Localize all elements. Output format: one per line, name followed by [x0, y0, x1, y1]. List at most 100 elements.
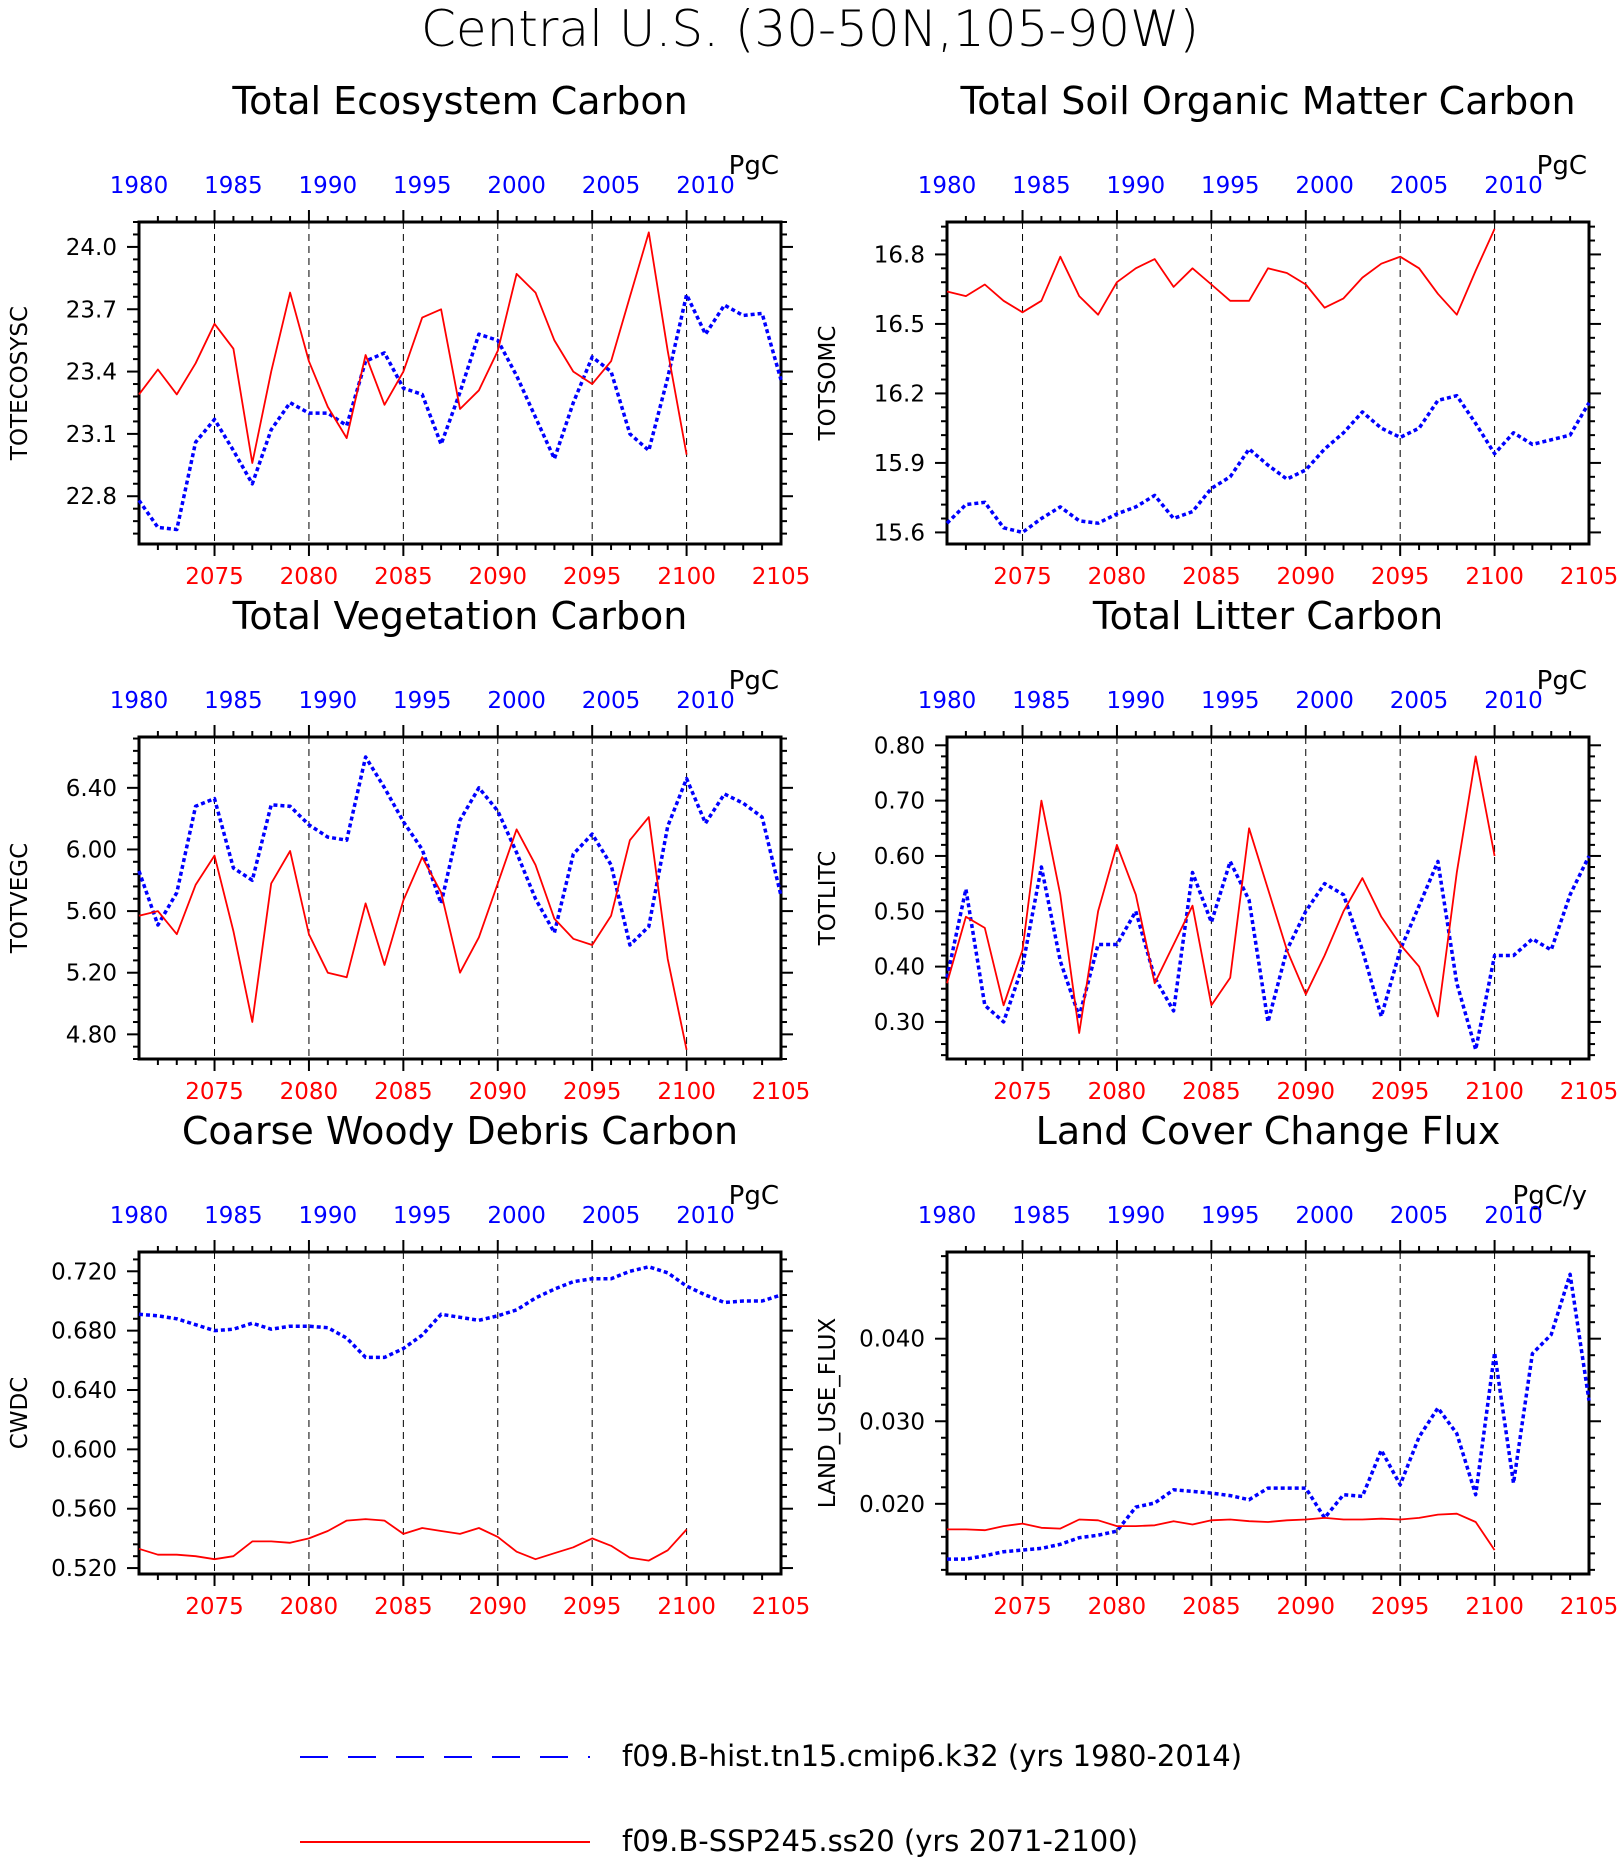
y-tick-label: 0.020: [859, 1492, 925, 1518]
chart-panels: Total Ecosystem Carbon PgC TOTECOSYSC 2075 2…: [7, 79, 1618, 1620]
plot-frame: [137, 220, 783, 546]
x-tick-label-bottom: 2100: [657, 1594, 716, 1620]
x-tick-label-bottom: 2105: [752, 1594, 811, 1620]
panel-title: Total Vegetation Carbon: [232, 594, 688, 638]
y-tick-label: 16.8: [874, 242, 925, 268]
x-tick-label-top: 1995: [393, 688, 452, 714]
x-tick-label-bottom: 2080: [280, 1079, 339, 1105]
y-tick-label: 0.520: [51, 1556, 117, 1582]
x-tick-label-bottom: 2090: [1276, 1594, 1335, 1620]
x-tick-label-top: 2000: [1295, 173, 1354, 199]
plot-frame: [137, 1250, 783, 1576]
series-line-hist: [947, 1272, 1591, 1561]
x-tick-label-bottom: 2095: [1371, 564, 1430, 590]
chart-panel-5: Coarse Woody Debris Carbon PgC CWDC 2075 208…: [7, 1109, 810, 1620]
x-tick-label-top: 1985: [204, 173, 263, 199]
x-tick-label-top: 1980: [918, 1203, 977, 1229]
x-tick-label-bottom: 2100: [657, 564, 716, 590]
x-tick-label-bottom: 2090: [468, 1594, 527, 1620]
x-tick-label-bottom: 2105: [1560, 1079, 1619, 1105]
x-tick-label-bottom: 2105: [752, 1079, 811, 1105]
x-tick-label-bottom: 2080: [1088, 1079, 1147, 1105]
x-tick-label-top: 1985: [1012, 688, 1071, 714]
y-tick-label: 0.720: [51, 1259, 117, 1285]
y-axis-label: TOTSOMC: [815, 326, 841, 442]
x-tick-label-bottom: 2090: [468, 1079, 527, 1105]
x-tick-label-top: 1985: [204, 1203, 263, 1229]
x-tick-label-top: 2010: [1484, 1203, 1543, 1229]
x-tick-label-top: 1995: [393, 1203, 452, 1229]
x-tick-label-top: 2000: [487, 173, 546, 199]
chart-panel-6: Land Cover Change Flux PgC/y LAND_USE_FLUX…: [815, 1109, 1618, 1620]
series-line-hist: [137, 292, 783, 532]
x-tick-label-bottom: 2075: [993, 1079, 1052, 1105]
x-tick-label-top: 2010: [676, 173, 735, 199]
figure-title: Central U.S. (30-50N,105-90W): [421, 0, 1199, 58]
plot-frame: [945, 1250, 1591, 1576]
y-tick-label: 0.640: [51, 1378, 117, 1404]
x-tick-label-bottom: 2090: [1276, 1079, 1335, 1105]
x-tick-label-top: 2010: [676, 688, 735, 714]
x-tick-label-bottom: 2075: [993, 564, 1052, 590]
x-tick-label-top: 1990: [1107, 1203, 1166, 1229]
plot-frame: [945, 735, 1591, 1061]
y-tick-label: 22.8: [66, 484, 117, 510]
series-line-ssp: [946, 755, 1496, 1034]
x-tick-label-top: 1985: [204, 688, 263, 714]
series-line-hist: [138, 1265, 782, 1360]
y-tick-label: 23.7: [66, 297, 117, 323]
x-tick-label-bottom: 2105: [1560, 564, 1619, 590]
units-label: PgC/y: [1513, 1181, 1587, 1211]
x-tick-label-bottom: 2080: [280, 1594, 339, 1620]
x-tick-label-bottom: 2095: [1371, 1079, 1430, 1105]
series-line-ssp: [138, 816, 688, 1050]
y-tick-label: 6.40: [66, 776, 117, 802]
chart-panel-3: Total Vegetation Carbon PgC TOTVEGC 2075 208…: [7, 594, 810, 1105]
panel-title: Land Cover Change Flux: [1036, 1109, 1501, 1153]
x-tick-label-top: 2005: [1390, 1203, 1449, 1229]
y-tick-label: 24.0: [66, 235, 117, 261]
x-tick-label-top: 2010: [676, 1203, 735, 1229]
x-tick-label-top: 2005: [582, 173, 641, 199]
x-tick-label-top: 1990: [299, 1203, 358, 1229]
x-tick-label-top: 2005: [582, 688, 641, 714]
x-tick-label-bottom: 2075: [185, 564, 244, 590]
chart-panel-4: Total Litter Carbon PgC TOTLITC 2075 2080 208…: [815, 594, 1618, 1105]
x-tick-label-top: 1990: [299, 173, 358, 199]
panel-title: Total Soil Organic Matter Carbon: [959, 79, 1575, 123]
y-tick-label: 6.00: [66, 837, 117, 863]
units-label: PgC: [729, 1181, 779, 1211]
plot-frame: [945, 220, 1591, 546]
legend: f09.B-hist.tn15.cmip6.k32 (yrs 1980-2014…: [300, 1739, 1242, 1858]
x-tick-label-bottom: 2075: [185, 1079, 244, 1105]
x-tick-label-bottom: 2095: [1371, 1594, 1430, 1620]
legend-ssp-label: f09.B-SSP245.ss20 (yrs 2071-2100): [622, 1824, 1138, 1858]
x-tick-label-bottom: 2080: [1088, 564, 1147, 590]
x-tick-label-top: 1980: [918, 688, 977, 714]
x-tick-label-bottom: 2085: [374, 564, 433, 590]
y-axis-label: TOTVEGC: [7, 843, 33, 954]
x-tick-label-top: 1980: [110, 173, 169, 199]
x-tick-label-bottom: 2075: [185, 1594, 244, 1620]
y-tick-label: 16.2: [874, 381, 925, 407]
panel-title: Total Ecosystem Carbon: [231, 79, 687, 123]
x-tick-label-bottom: 2105: [1560, 1594, 1619, 1620]
panel-title: Total Litter Carbon: [1092, 594, 1443, 638]
y-tick-label: 0.80: [874, 733, 925, 759]
x-tick-label-top: 2000: [487, 688, 546, 714]
x-tick-label-top: 1995: [1201, 688, 1260, 714]
x-tick-label-top: 2005: [1390, 688, 1449, 714]
x-tick-label-top: 1985: [1012, 1203, 1071, 1229]
series-line-ssp: [946, 228, 1496, 316]
x-tick-label-top: 2005: [1390, 173, 1449, 199]
y-tick-label: 15.6: [874, 520, 925, 546]
chart-panel-2: Total Soil Organic Matter Carbon PgC TOTSO…: [815, 79, 1618, 590]
x-tick-label-bottom: 2095: [563, 564, 622, 590]
y-tick-label: 15.9: [874, 451, 925, 477]
y-tick-label: 0.680: [51, 1319, 117, 1345]
y-tick-label: 23.4: [66, 360, 117, 386]
x-tick-label-bottom: 2090: [1276, 564, 1335, 590]
x-tick-label-bottom: 2085: [374, 1079, 433, 1105]
y-axis-label: CWDC: [7, 1377, 33, 1450]
